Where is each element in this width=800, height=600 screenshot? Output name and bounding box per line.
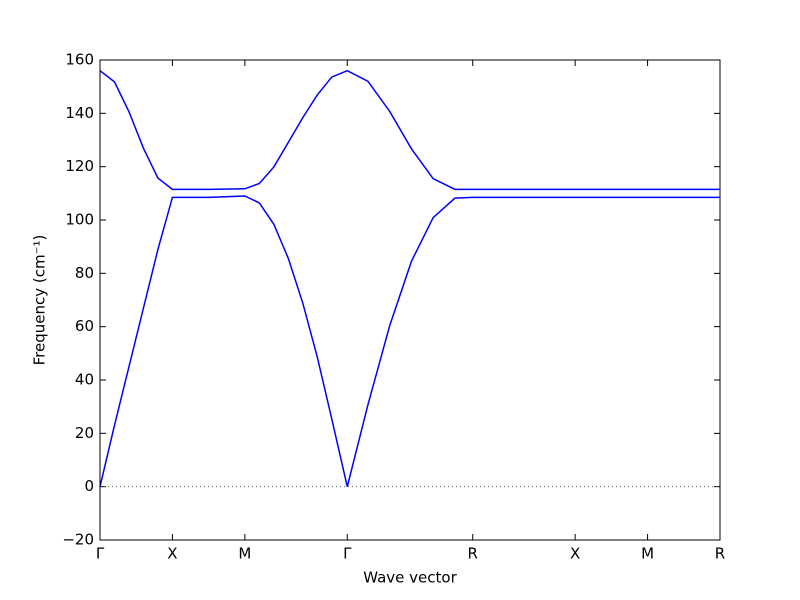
y-tick-label: 20 bbox=[75, 424, 94, 442]
y-tick-label: 80 bbox=[75, 264, 94, 282]
x-tick-label: M bbox=[238, 545, 251, 563]
y-tick-label: 120 bbox=[65, 157, 94, 175]
y-tick-label: −20 bbox=[62, 531, 94, 549]
y-tick-label: 60 bbox=[75, 317, 94, 335]
y-tick-label: 100 bbox=[65, 211, 94, 229]
x-tick-label: R bbox=[468, 545, 478, 563]
band-line bbox=[99, 195, 720, 487]
band-line bbox=[99, 69, 720, 191]
x-tick-label: Γ bbox=[96, 545, 105, 563]
plot-frame bbox=[99, 59, 721, 541]
x-tick-label: X bbox=[570, 545, 580, 563]
x-tick-label: M bbox=[641, 545, 654, 563]
y-tick-label: 140 bbox=[65, 104, 94, 122]
y-axis-label: Frequency (cm⁻¹) bbox=[31, 235, 49, 366]
y-tick-label: 40 bbox=[75, 371, 94, 389]
x-tick-label: R bbox=[715, 545, 725, 563]
x-axis-label: Wave vector bbox=[363, 569, 457, 587]
x-tick-label: X bbox=[167, 545, 177, 563]
x-tick-label: Γ bbox=[343, 545, 352, 563]
y-tick-label: 0 bbox=[84, 477, 94, 495]
y-tick-label: 160 bbox=[65, 51, 94, 69]
